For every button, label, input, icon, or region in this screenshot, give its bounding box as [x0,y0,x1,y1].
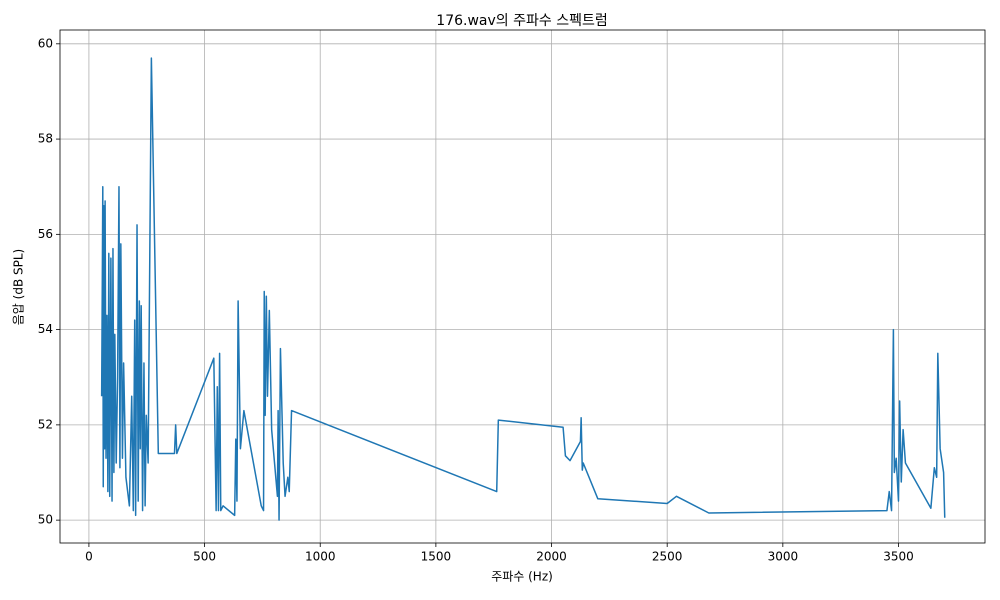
y-tick-label: 56 [38,227,53,241]
plot-frame [59,29,986,544]
y-axis-label: 음압 (dB SPL) [12,249,26,325]
y-tick-label: 50 [38,513,53,527]
x-tick-label: 1000 [305,550,336,564]
x-tick-label: 500 [193,550,216,564]
y-tick-label: 52 [38,417,53,431]
y-tick-label: 60 [38,36,53,50]
x-axis-label: 주파수 (Hz) [491,570,553,584]
y-tick-label: 58 [38,132,53,146]
x-tick-label: 3000 [768,550,799,564]
line [100,57,946,521]
x-tick-label: 0 [85,550,93,564]
chart-title: 176.wav의 주파수 스펙트럼 [436,13,607,29]
x-tick-label: 2000 [536,550,567,564]
x-tick-label: 3500 [883,550,914,564]
x-tick-label: 1500 [421,550,452,564]
x-tick-label: 2500 [652,550,683,564]
y-tick-label: 54 [38,322,53,336]
